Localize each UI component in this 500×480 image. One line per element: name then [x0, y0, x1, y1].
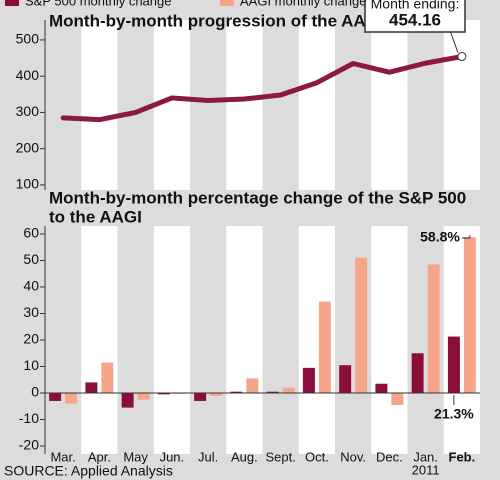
bar: [463, 237, 476, 394]
y-tick-label: 500: [16, 31, 40, 47]
bar: [246, 378, 259, 394]
y-tick-label: 0: [31, 384, 39, 400]
stripe: [443, 20, 480, 190]
y-tick-label: 400: [16, 67, 40, 83]
annotation: 454.16: [389, 10, 441, 29]
x-tick-label: Mar.: [50, 449, 75, 464]
value-label: 21.3%: [434, 406, 474, 422]
stripe: [226, 226, 263, 454]
x-tick-label: Dec.: [376, 449, 403, 464]
legend-swatch: [5, 0, 19, 6]
y-tick-label: 300: [16, 103, 40, 119]
x-tick-label: Nov.: [340, 449, 366, 464]
bar: [210, 393, 223, 396]
x-tick-label: Jul.: [198, 449, 218, 464]
x-tick-label: May: [123, 449, 148, 464]
bar: [121, 393, 134, 408]
legend-swatch: [220, 0, 234, 6]
stripe: [226, 20, 263, 190]
stripe: [81, 226, 118, 454]
x-tick-label: Jun.: [160, 449, 185, 464]
y-tick-label: 20: [23, 331, 39, 347]
stripe: [371, 226, 408, 454]
bar: [65, 393, 78, 404]
leader: [461, 235, 471, 239]
bar: [427, 264, 440, 394]
chart-title: Month-by-month percentage change of the …: [49, 188, 466, 207]
y-tick-label: -20: [19, 437, 39, 453]
y-tick-label: 50: [23, 251, 39, 267]
stripe: [298, 20, 335, 190]
bar: [137, 393, 150, 400]
chart-title: to the AAGI: [49, 207, 142, 226]
annotation: Month ending:: [371, 0, 460, 12]
title-bg: [0, 190, 500, 226]
bar: [339, 365, 352, 394]
stripe: [153, 226, 190, 454]
y-tick-label: -10: [19, 410, 39, 426]
y-tick-label: 40: [23, 278, 39, 294]
bar: [355, 257, 368, 394]
bar: [101, 362, 114, 394]
y-tick-label: 30: [23, 304, 39, 320]
y-tick-label: 200: [16, 139, 40, 155]
bar: [230, 391, 243, 394]
pointer: [449, 29, 459, 53]
end-point: [457, 52, 467, 62]
year-label: 2011: [412, 462, 440, 477]
bar: [266, 391, 279, 394]
x-tick-label: Aug.: [231, 449, 258, 464]
x-tick-label: Jan.: [413, 449, 438, 464]
line: [60, 54, 465, 123]
bar: [194, 393, 207, 401]
x-tick-label: Sept.: [265, 449, 295, 464]
value-label: 58.8%: [420, 229, 460, 245]
chart-title: Month-by-month progression of the AAGI: [49, 11, 384, 30]
bar: [282, 387, 295, 394]
y-tick-label: 100: [16, 176, 40, 192]
bar: [157, 393, 170, 395]
x-tick-label: Feb.: [449, 449, 476, 464]
bar: [391, 393, 404, 405]
legend-label: AAGI monthly change: [240, 0, 366, 8]
bar: [85, 382, 98, 394]
bar: [375, 383, 388, 394]
bar: [318, 301, 331, 394]
y-tick-label: 10: [23, 357, 39, 373]
source: SOURCE: Applied Analysis: [4, 463, 173, 479]
x-tick-label: Oct.: [305, 449, 329, 464]
annotation-box: [364, 0, 466, 33]
legend-label: S&P 500 monthly change: [25, 0, 171, 8]
x-tick-label: Apr.: [88, 449, 111, 464]
stripe: [371, 20, 408, 190]
bar: [447, 336, 460, 394]
stripe: [81, 20, 118, 190]
bar: [411, 353, 424, 394]
bar: [302, 367, 315, 394]
bar: [49, 393, 62, 401]
y-tick-label: 60: [23, 225, 39, 241]
